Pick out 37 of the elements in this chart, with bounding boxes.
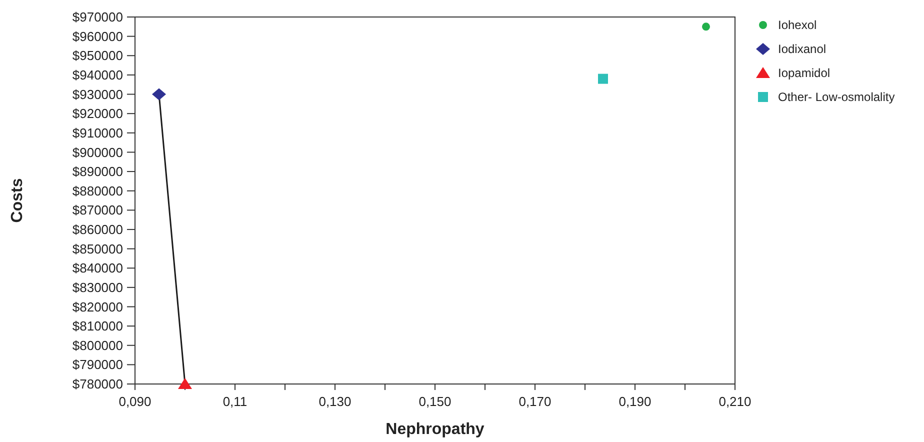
point [152,88,166,100]
y-tick-label: $930000 [72,86,123,102]
y-tick-label: $880000 [72,183,123,198]
x-tick-label: 0,190 [618,394,652,409]
x-tick-label: 0,150 [418,394,452,409]
x-tick-label: 0,130 [318,394,352,409]
y-tick-label: $820000 [72,299,123,314]
y-tick-label: $840000 [72,260,123,276]
y-tick-label: $960000 [72,28,123,44]
legend-label: Iodixanol [778,42,826,56]
x-tick-label: 0,090 [118,394,152,409]
y-tick-label: $970000 [72,10,123,25]
y-tick-label: $800000 [72,338,123,353]
y-tick-label: $920000 [72,106,123,122]
y-tick-label: $950000 [72,48,123,64]
legend-label: Other- Low-osmolality [778,90,895,104]
y-tick-label: $860000 [72,222,123,238]
y-tick-label: $890000 [72,164,123,180]
y-tick-label: $850000 [72,241,123,256]
y-tick-label: $810000 [72,318,123,334]
y-axis-title: Costs [9,178,26,223]
y-tick-label: $910000 [72,125,123,140]
y-tick-label: $780000 [72,376,123,392]
x-axis-title: Nephropathy [386,421,484,438]
y-tick-label: $940000 [72,67,123,82]
x-tick-label: 0,11 [222,394,248,409]
x-tick-label: 0,210 [718,394,752,409]
legend-label: Iopamidol [778,66,830,80]
legend-label: Iohexol [778,18,817,32]
y-tick-label: $830000 [72,280,123,295]
x-tick-label: 0,170 [518,394,552,409]
point [178,378,192,389]
point [702,22,710,31]
y-tick-label: $870000 [72,202,123,218]
y-tick-label: $900000 [72,144,123,160]
point [598,74,608,84]
y-tick-label: $790000 [72,357,123,372]
